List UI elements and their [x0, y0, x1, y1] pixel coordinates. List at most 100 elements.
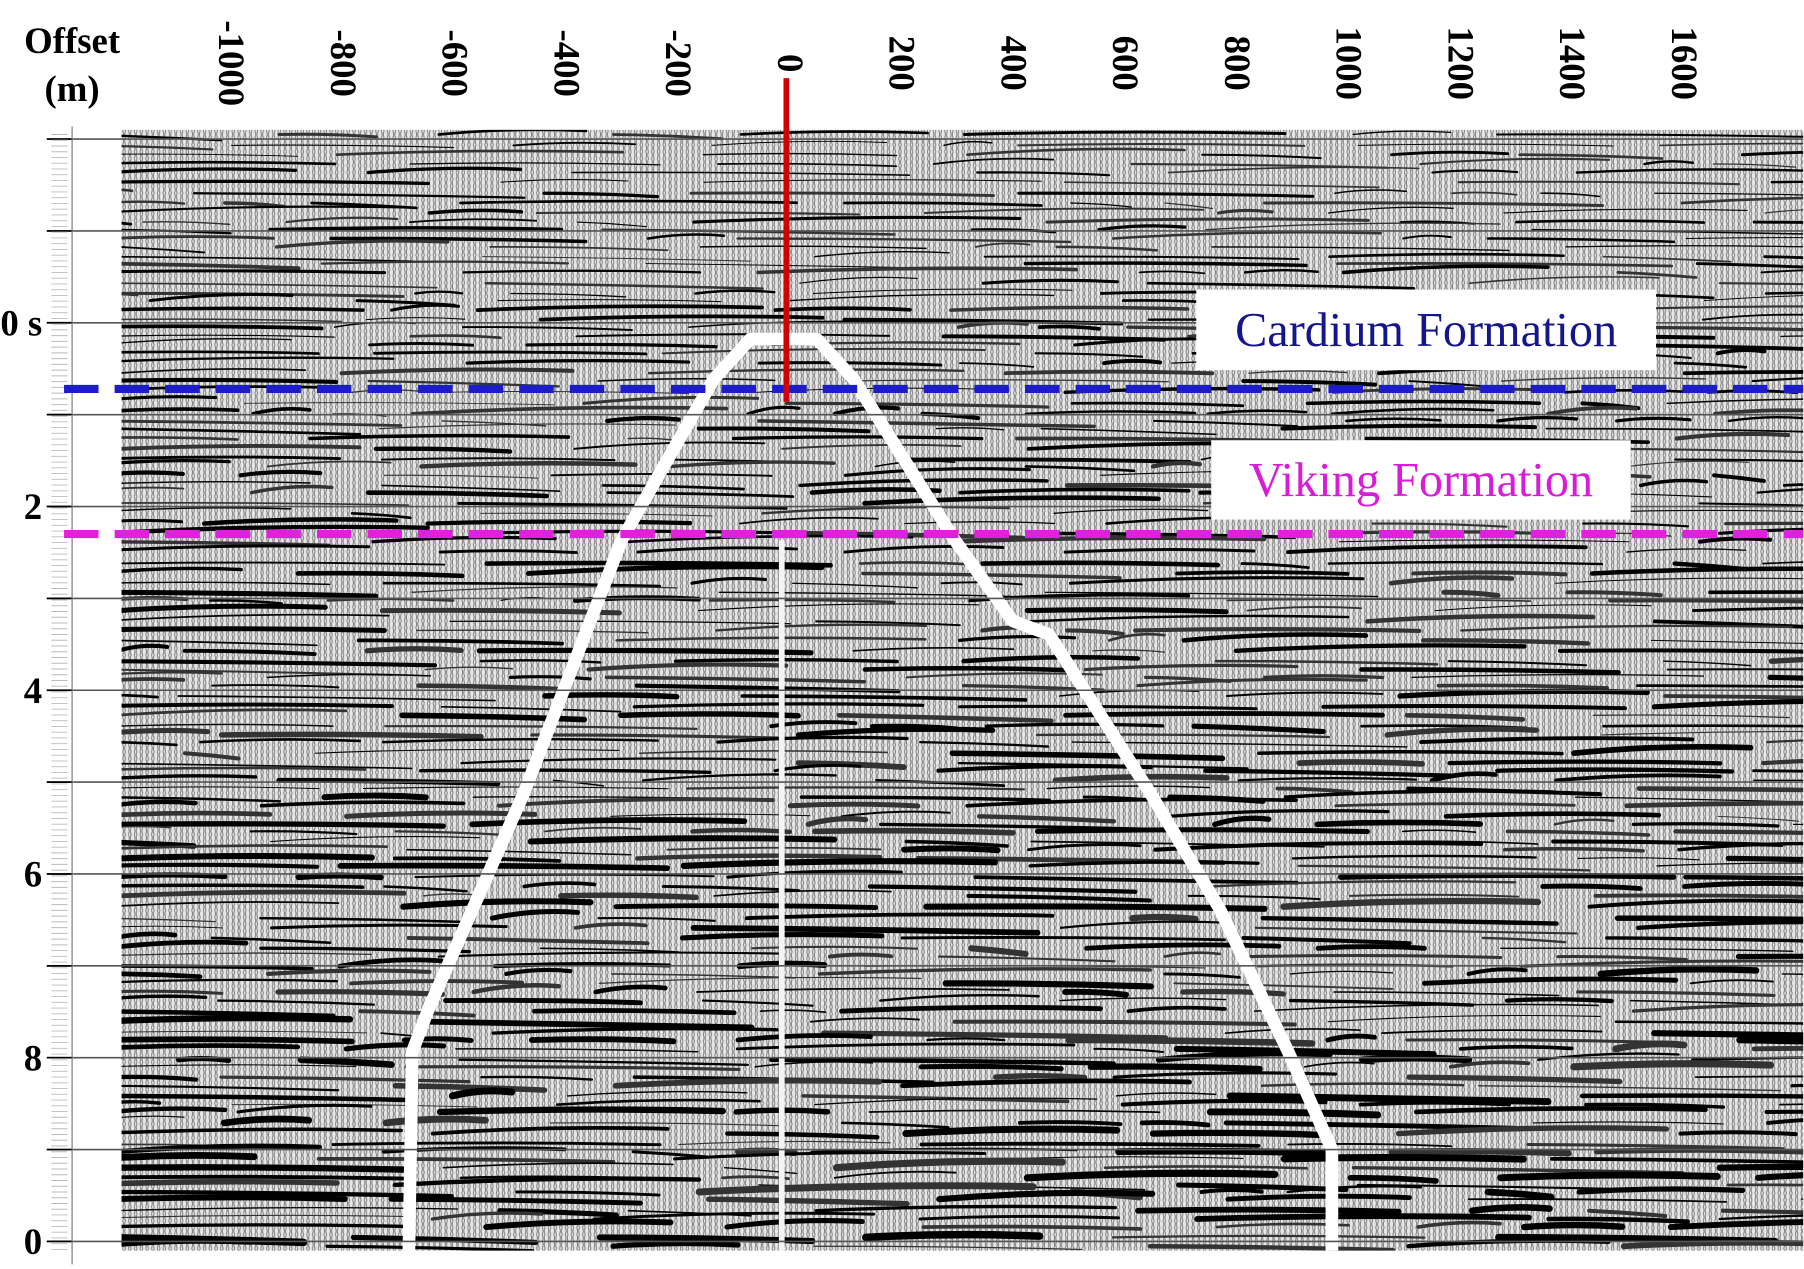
wiggle [531, 838, 835, 841]
wiggle [222, 734, 481, 736]
wiggle [1582, 1096, 1804, 1099]
chart: 0 s24680-1000-800-600-400-20002004006008… [0, 0, 1804, 1269]
wiggle [1627, 803, 1804, 806]
wiggle [1685, 372, 1804, 374]
wiggle [179, 1059, 229, 1061]
wiggle [298, 573, 462, 576]
wiggle [1738, 956, 1804, 959]
wiggle [1153, 1133, 1324, 1135]
wiggle [1574, 1064, 1771, 1067]
x-tick-label: 1400 [1552, 26, 1593, 100]
wiggle [1284, 1157, 1523, 1159]
wiggle [1461, 1047, 1572, 1049]
horizon-label: Cardium Formation [1235, 304, 1617, 357]
y-tick-label: 0 [24, 1221, 42, 1262]
wiggle [114, 824, 443, 826]
wiggle [1040, 327, 1099, 329]
wiggle [1323, 706, 1625, 708]
wiggle [446, 1000, 641, 1003]
x-tick-label: 600 [1105, 36, 1146, 91]
y-tick-label: 0 s [0, 302, 42, 343]
wiggle [428, 522, 691, 524]
x-tick-label: 1200 [1440, 26, 1481, 100]
wiggle [270, 228, 561, 230]
wiggle [996, 1076, 1085, 1078]
wiggle [616, 906, 876, 908]
wiggle [921, 1144, 1258, 1146]
wiggle [1138, 1210, 1399, 1212]
x-axis-label: Offset [24, 20, 121, 61]
wiggle [866, 1235, 1040, 1238]
wiggle [676, 660, 898, 662]
wiggle [1201, 1190, 1261, 1192]
wiggle [479, 650, 811, 652]
wiggle [96, 1018, 350, 1022]
x-tick-label: 800 [1217, 36, 1258, 91]
x-tick-label: 1000 [1329, 26, 1370, 100]
wiggle [96, 380, 336, 382]
wiggle [97, 308, 363, 310]
wiggle [1720, 1167, 1804, 1169]
wiggle [1524, 1225, 1622, 1227]
wiggle [1685, 883, 1804, 886]
wiggle [386, 1119, 485, 1123]
wiggle [904, 848, 998, 850]
y-tick-label: 8 [24, 1037, 42, 1078]
wiggle [382, 610, 619, 613]
wiggle [98, 1039, 352, 1041]
wiggle [75, 705, 392, 707]
y-tick-label: 6 [24, 854, 42, 895]
wiggle [1259, 752, 1562, 754]
x-tick-label: -200 [658, 30, 699, 97]
wiggle [1318, 947, 1424, 949]
wiggle [1135, 629, 1419, 631]
wiggle [561, 895, 696, 897]
wiggle [1177, 572, 1347, 574]
wiggle [1450, 762, 1721, 764]
wiggle [224, 1119, 308, 1123]
x-tick-label: 1600 [1664, 26, 1705, 100]
wiggle [340, 866, 667, 869]
wiggle [1507, 999, 1611, 1001]
wiggle [1350, 1178, 1436, 1181]
wiggle [1446, 814, 1659, 817]
x-tick-label: -1000 [211, 20, 252, 106]
wiggle [367, 649, 461, 651]
x-tick-label: -400 [546, 30, 587, 97]
wiggle [324, 796, 425, 798]
wiggle [1005, 372, 1212, 374]
wiggle [1361, 1103, 1509, 1105]
wiggle [1754, 1048, 1804, 1050]
wiggle [1391, 1151, 1568, 1153]
wiggle [1183, 992, 1283, 994]
wiggle [119, 856, 371, 858]
wiggle [1065, 992, 1126, 995]
wiggle [1766, 292, 1804, 294]
wiggle [440, 1110, 723, 1112]
wiggle [83, 885, 363, 887]
x-tick-label: 200 [882, 36, 923, 91]
wiggle [100, 1155, 255, 1158]
wiggle [830, 955, 891, 957]
wiggle [1317, 822, 1480, 824]
wiggle [1472, 1207, 1549, 1210]
wiggle [1020, 1122, 1121, 1124]
wiggle [101, 865, 317, 867]
wiggle [1579, 1189, 1742, 1192]
wiggle [1066, 713, 1383, 715]
wiggle [1132, 917, 1195, 919]
wiggle [1413, 572, 1565, 574]
wiggle [532, 1039, 674, 1041]
wiggle [1680, 1132, 1795, 1134]
wiggle [1069, 1040, 1312, 1043]
wiggle [1505, 849, 1644, 851]
wiggle [1307, 402, 1539, 404]
wiggle [110, 875, 225, 877]
horizon-label: Viking Formation [1249, 454, 1593, 507]
wiggle [775, 308, 910, 310]
x-tick-label: 400 [993, 36, 1034, 91]
wiggle [1597, 1150, 1802, 1152]
wiggle [1091, 1066, 1260, 1069]
wiggle [621, 714, 798, 716]
wiggle [613, 1244, 738, 1247]
